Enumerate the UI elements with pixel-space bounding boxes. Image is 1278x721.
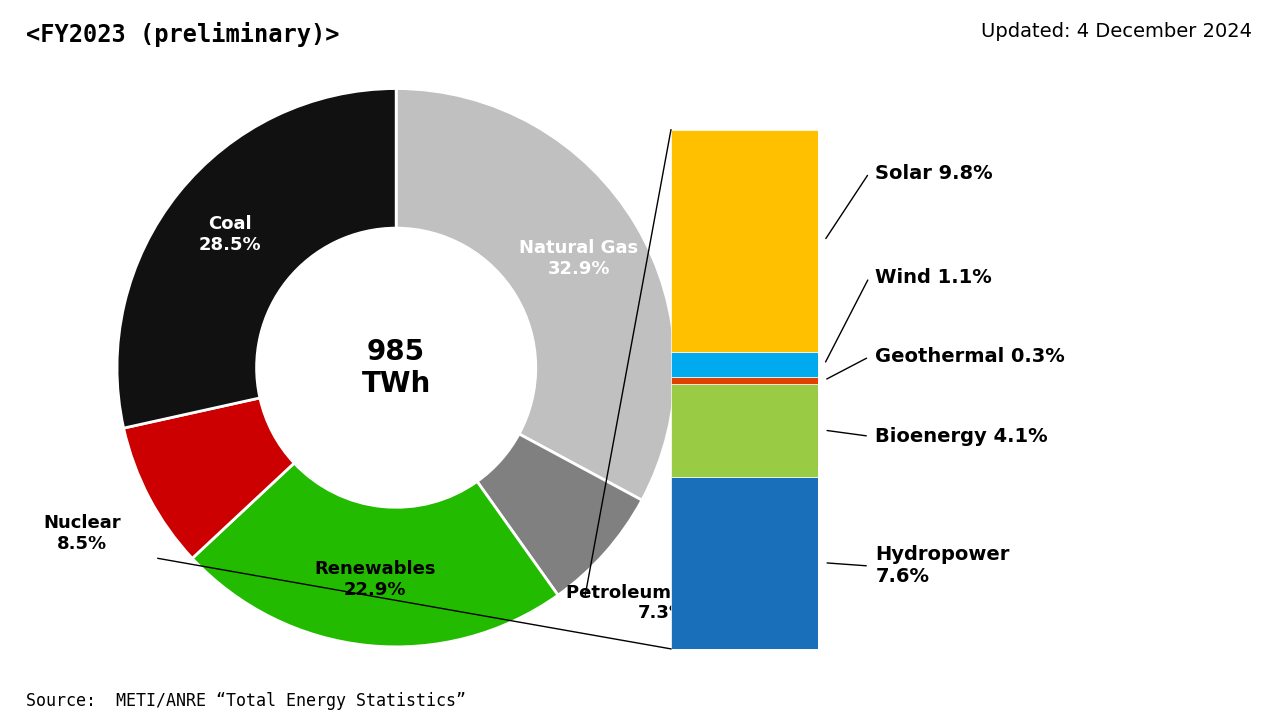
Text: Nuclear
8.5%: Nuclear 8.5% — [43, 514, 120, 553]
Text: Coal
28.5%: Coal 28.5% — [199, 216, 262, 254]
Bar — [671, 377, 818, 384]
Text: Petroleum & waste
7.3%: Petroleum & waste 7.3% — [566, 583, 759, 622]
Text: 985
TWh: 985 TWh — [362, 337, 431, 398]
Text: Hydropower
7.6%: Hydropower 7.6% — [875, 546, 1010, 586]
Wedge shape — [124, 398, 294, 558]
Text: Solar 9.8%: Solar 9.8% — [875, 164, 993, 182]
Wedge shape — [192, 463, 558, 647]
Text: Geothermal 0.3%: Geothermal 0.3% — [875, 348, 1065, 366]
Bar — [671, 384, 818, 477]
Wedge shape — [477, 434, 642, 596]
Bar — [671, 477, 818, 649]
Text: <FY2023 (preliminary)>: <FY2023 (preliminary)> — [26, 22, 339, 47]
Bar — [671, 130, 818, 352]
Wedge shape — [118, 89, 396, 428]
Text: Natural Gas
32.9%: Natural Gas 32.9% — [519, 239, 638, 278]
Bar — [671, 352, 818, 377]
Circle shape — [257, 228, 535, 508]
Text: Wind 1.1%: Wind 1.1% — [875, 268, 992, 287]
Text: Renewables
22.9%: Renewables 22.9% — [314, 559, 436, 598]
Text: Source:  METI/ANRE “Total Energy Statistics”: Source: METI/ANRE “Total Energy Statisti… — [26, 692, 465, 710]
Text: Bioenergy 4.1%: Bioenergy 4.1% — [875, 427, 1048, 446]
Wedge shape — [396, 89, 675, 500]
Text: Updated: 4 December 2024: Updated: 4 December 2024 — [982, 22, 1252, 40]
